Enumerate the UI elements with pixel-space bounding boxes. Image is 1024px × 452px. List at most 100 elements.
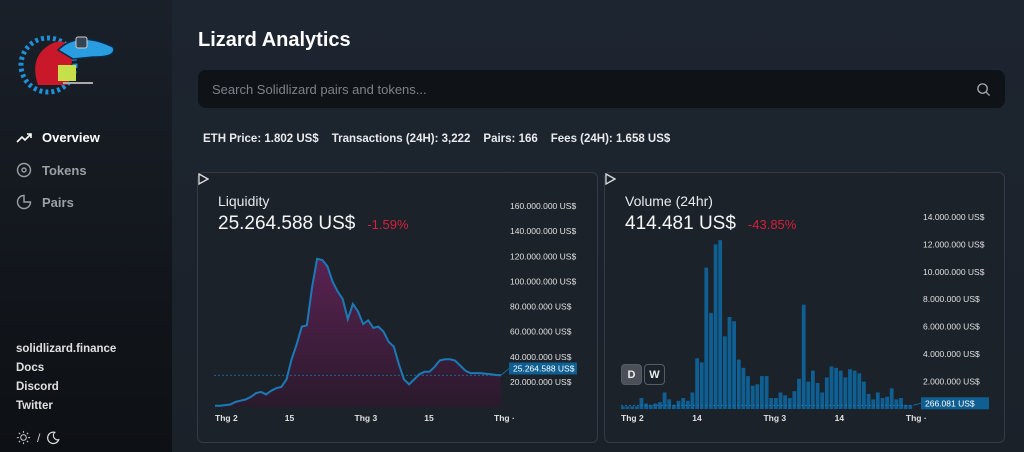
y-tick-label: 8.000.000 US$ xyxy=(923,294,980,304)
x-tick-label: Thg 2 xyxy=(215,413,238,423)
volume-bar xyxy=(894,399,899,409)
volume-bar xyxy=(653,403,658,409)
volume-bar xyxy=(824,377,829,409)
sidebar-item-tokens[interactable]: Tokens xyxy=(16,162,87,178)
volume-bar xyxy=(723,336,727,409)
liquidity-title: Liquidity xyxy=(218,193,270,209)
volume-bar xyxy=(746,376,750,409)
y-tick-label: 40.000.000 US$ xyxy=(510,352,572,362)
volume-bar xyxy=(736,359,741,409)
liquidity-change: -1.59% xyxy=(367,217,409,232)
current-value-badge xyxy=(921,397,989,410)
pie-chart-icon xyxy=(16,194,32,210)
volume-bar xyxy=(857,373,862,409)
volume-bar xyxy=(778,392,783,409)
link-discord[interactable]: Discord xyxy=(16,381,59,393)
x-tick-label: Thg 3 xyxy=(763,413,786,423)
volume-summary: 414.481 US$ -43.85% xyxy=(625,213,796,235)
volume-bar xyxy=(899,398,903,409)
x-tick-label: 15 xyxy=(424,413,434,423)
volume-bar xyxy=(685,400,690,409)
trending-up-icon xyxy=(16,132,32,143)
liquidity-value: 25.264.588 US$ xyxy=(218,213,356,234)
liquidity-area xyxy=(215,258,501,407)
volume-bar xyxy=(672,404,676,409)
y-tick-label: 10.000.000 US$ xyxy=(923,267,985,277)
y-tick-label: 12.000.000 US$ xyxy=(923,239,985,249)
sidebar-item-label: Pairs xyxy=(42,194,74,210)
volume-bar xyxy=(797,378,801,409)
volume-bar xyxy=(713,244,718,409)
volume-bar xyxy=(787,398,792,409)
y-tick-label: 4.000.000 US$ xyxy=(923,349,980,359)
y-tick-label: 14.000.000 US$ xyxy=(923,212,985,222)
liquidity-card: 160.000.000 US$ 140.000.000 US$ 120.000.00… xyxy=(197,172,598,443)
stats-row: ETH Price: 1.802 US$ Transactions (24H):… xyxy=(203,133,670,145)
volume-chart[interactable]: 14.000.000 US$ 12.000.000 US$ 10.000.000 U… xyxy=(605,173,1006,444)
volume-bar xyxy=(658,402,662,409)
volume-bar xyxy=(811,370,815,409)
y-tick-label: 140.000.000 US$ xyxy=(510,226,576,236)
lizard-logo[interactable] xyxy=(18,25,118,100)
volume-card: 14.000.000 US$ 12.000.000 US$ 10.000.000 U… xyxy=(604,172,1005,443)
play-icon[interactable] xyxy=(605,173,616,185)
liquidity-chart[interactable]: 160.000.000 US$ 140.000.000 US$ 120.000.00… xyxy=(198,173,599,444)
volume-bar xyxy=(695,358,699,409)
play-icon[interactable] xyxy=(198,173,209,185)
volume-bar xyxy=(755,384,760,409)
y-tick-label: 6.000.000 US$ xyxy=(923,322,980,332)
volume-bar xyxy=(820,392,825,409)
volume-change: -43.85% xyxy=(747,217,797,232)
x-tick-label: Thg 3 xyxy=(355,413,378,423)
volume-bar xyxy=(792,391,797,409)
weekly-button[interactable]: W xyxy=(644,364,665,385)
liquidity-summary: 25.264.588 US$ -1.59% xyxy=(218,213,409,235)
volume-bar xyxy=(760,376,764,409)
volume-bar xyxy=(769,398,774,409)
link-docs[interactable]: Docs xyxy=(16,362,45,374)
y-tick-label: 100.000.000 US$ xyxy=(510,276,576,286)
current-value-connector xyxy=(500,368,510,376)
volume-bar xyxy=(704,267,709,409)
theme-toggle: / xyxy=(16,430,60,445)
sidebar-item-overview[interactable]: Overview xyxy=(16,130,100,145)
volume-bar xyxy=(630,406,635,409)
volume-bar xyxy=(829,366,834,409)
link-twitter[interactable]: Twitter xyxy=(16,400,53,412)
search-icon[interactable] xyxy=(976,82,991,97)
y-tick-label: 60.000.000 US$ xyxy=(510,327,572,337)
volume-bar xyxy=(709,312,713,409)
search-input[interactable]: Search Solidlizard pairs and tokens... xyxy=(198,70,1005,108)
sidebar: Overview Tokens Pairs solidlizard.financ… xyxy=(0,0,172,452)
y-tick-label: 80.000.000 US$ xyxy=(510,302,572,312)
volume-bar xyxy=(885,396,889,409)
volume-bar xyxy=(639,398,644,409)
sidebar-item-pairs[interactable]: Pairs xyxy=(16,194,74,210)
volume-bar xyxy=(764,376,769,409)
volume-bar xyxy=(621,406,625,409)
volume-bar xyxy=(741,367,746,409)
x-tick-label: 15 xyxy=(285,413,295,423)
sun-icon[interactable] xyxy=(16,430,31,445)
daily-button[interactable]: D xyxy=(621,364,642,385)
moon-icon[interactable] xyxy=(46,431,60,445)
volume-bar xyxy=(871,399,876,409)
current-value-connector xyxy=(912,402,922,406)
volume-bar xyxy=(662,392,667,409)
x-tick-label: 14 xyxy=(692,413,702,423)
link-solidlizard[interactable]: solidlizard.finance xyxy=(16,343,117,355)
volume-bar xyxy=(862,381,866,409)
volume-bar xyxy=(634,406,639,409)
volume-bar xyxy=(699,362,704,409)
main-content: Lizard Analytics Search Solidlizard pair… xyxy=(172,0,1024,452)
current-value-label: 25.264.588 US$ xyxy=(513,364,575,374)
x-tick-label: 14 xyxy=(835,413,845,423)
volume-bar xyxy=(838,370,843,409)
volume-bar xyxy=(848,369,852,409)
liquidity-line xyxy=(215,257,502,407)
volume-bar xyxy=(875,392,880,409)
fees-24h: Fees (24H): 1.658 US$ xyxy=(550,133,671,145)
volume-title: Volume (24hr) xyxy=(625,193,713,209)
volume-bar xyxy=(903,404,908,409)
volume-bar xyxy=(843,377,848,409)
